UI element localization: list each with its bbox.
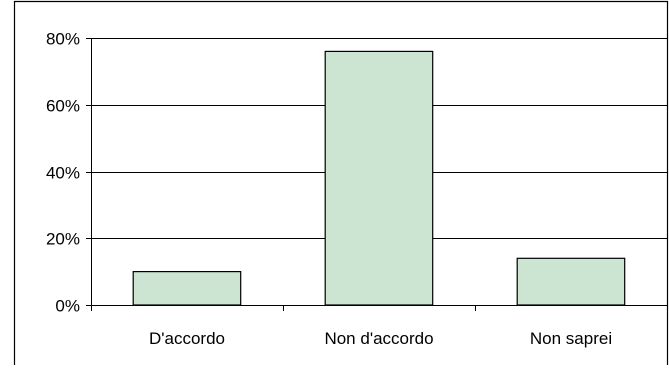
x-tick-label: Non d'accordo	[324, 329, 433, 348]
x-tick-labels: D'accordo Non d'accordo Non saprei	[149, 329, 612, 348]
chart-frame	[13, 0, 669, 365]
x-tick-label: D'accordo	[149, 329, 225, 348]
bar-1	[324, 50, 434, 306]
x-tick-label: Non saprei	[530, 329, 612, 348]
y-tick-labels: 0% 20% 40% 60% 80%	[46, 30, 80, 316]
bar-0	[132, 271, 242, 306]
y-tick-label: 20%	[46, 230, 80, 249]
bars	[132, 50, 626, 306]
y-tick-label: 0%	[55, 297, 80, 316]
y-tick-label: 40%	[46, 164, 80, 183]
y-tick-label: 80%	[46, 30, 80, 49]
bar-2	[516, 257, 626, 306]
y-tick-label: 60%	[46, 97, 80, 116]
axes	[86, 38, 668, 311]
